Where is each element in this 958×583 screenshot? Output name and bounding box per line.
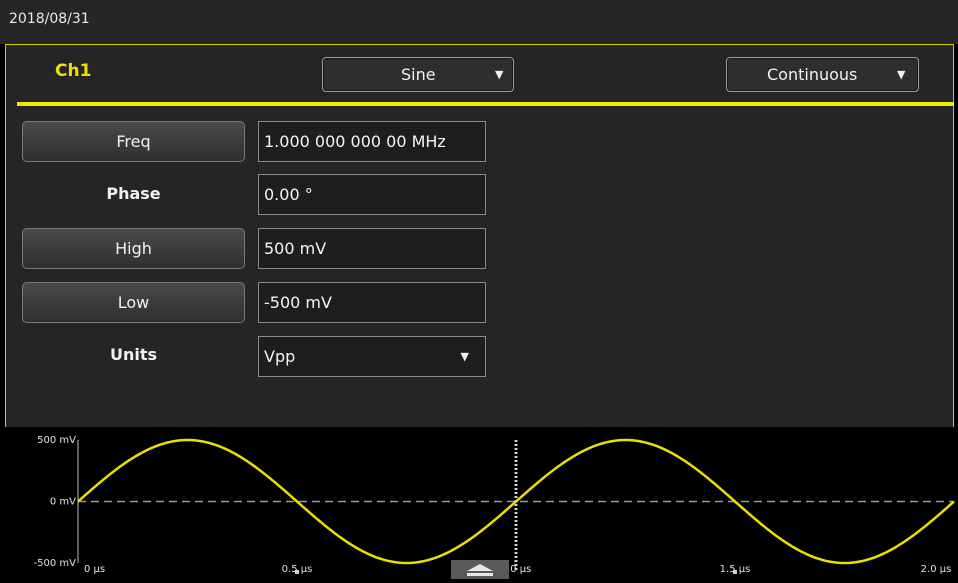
phase-label: Phase <box>106 184 161 203</box>
high-button[interactable]: High <box>22 228 245 269</box>
triangle-down-icon: ▼ <box>495 68 504 81</box>
triangle-down-icon: ▼ <box>897 68 906 81</box>
x-tick-label: 2.0 µs <box>921 564 952 575</box>
channel-label: Ch1 <box>55 61 92 81</box>
run-mode-dropdown[interactable]: Continuous ▼ <box>726 57 919 92</box>
x-tick-mark <box>733 570 737 574</box>
waveform-preview: 0 µs 0.5 µs 1.0 µs 1.5 µs 2.0 µs 500 mV 0 mV -5… <box>0 427 958 579</box>
waveform-dropdown[interactable]: Sine ▼ <box>322 57 514 92</box>
channel-divider <box>17 102 954 106</box>
freq-button[interactable]: Freq <box>22 121 245 162</box>
low-field[interactable]: -500 mV <box>258 282 486 323</box>
units-dropdown-value: Vpp <box>264 347 296 366</box>
y-tick-label: 0 mV <box>50 497 76 508</box>
x-tick-label: 1.5 µs <box>720 564 751 575</box>
units-dropdown[interactable]: Vpp ▼ <box>258 336 486 377</box>
units-label: Units <box>109 345 158 364</box>
x-tick-label: 0.5 µs <box>282 564 313 575</box>
waveform-dropdown-label: Sine <box>401 65 436 84</box>
triangle-down-icon: ▼ <box>460 350 469 363</box>
y-tick-label: 500 mV <box>37 435 76 446</box>
run-mode-dropdown-label: Continuous <box>767 65 858 84</box>
low-button[interactable]: Low <box>22 282 245 323</box>
x-tick-label: 1.0 µs <box>501 564 532 575</box>
sine-trace <box>77 438 955 565</box>
x-tick-mark <box>295 570 299 574</box>
date-label: 2018/08/31 <box>9 11 90 27</box>
y-tick-label: -500 mV <box>34 558 77 569</box>
high-field[interactable]: 500 mV <box>258 228 486 269</box>
eject-arrow-icon <box>467 564 493 576</box>
freq-field[interactable]: 1.000 000 000 00 MHz <box>258 121 486 162</box>
status-bar: 2018/08/31 <box>0 0 958 44</box>
expand-handle[interactable] <box>451 560 509 579</box>
x-tick-label: 0 µs <box>84 564 105 575</box>
waveform-chart: 0 µs 0.5 µs 1.0 µs 1.5 µs 2.0 µs 500 mV 0 mV -5… <box>34 435 955 575</box>
phase-field[interactable]: 0.00 ° <box>258 174 486 215</box>
